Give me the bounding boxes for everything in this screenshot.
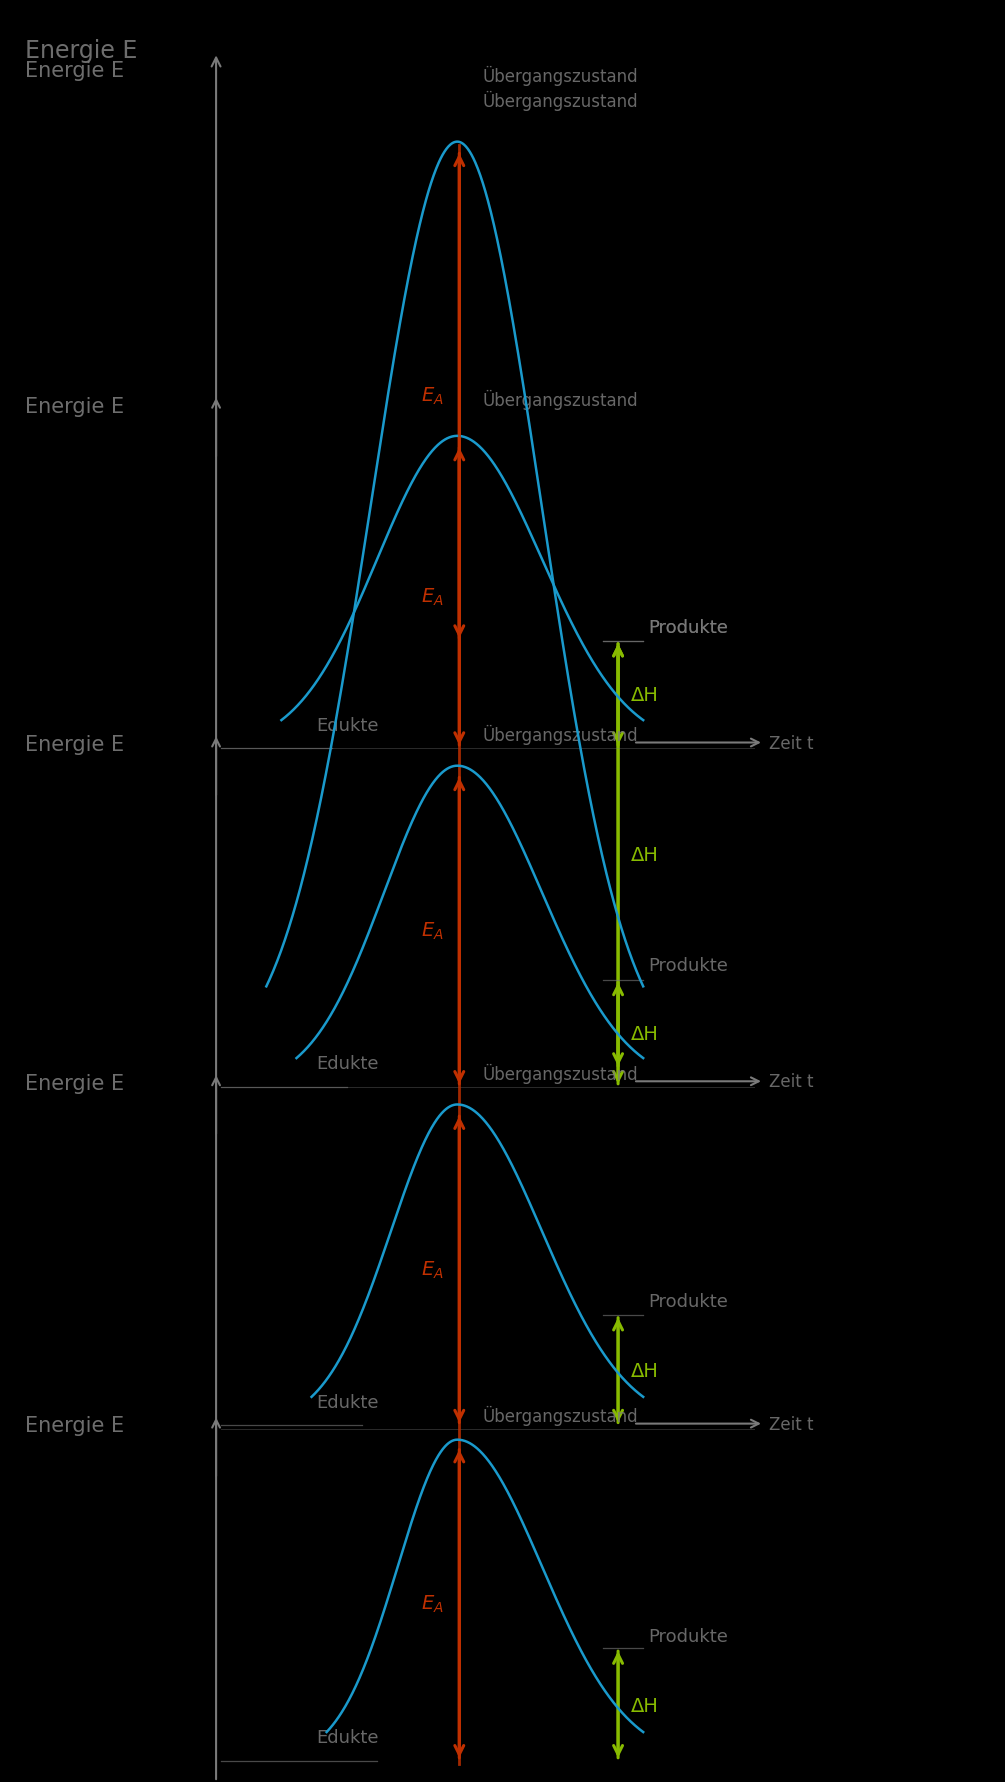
Text: ΔH: ΔH bbox=[631, 1696, 659, 1714]
Text: Übergangszustand: Übergangszustand bbox=[482, 1064, 638, 1083]
Text: Übergangszustand: Übergangszustand bbox=[482, 91, 638, 110]
Text: Zeit t: Zeit t bbox=[769, 1415, 813, 1433]
Text: Übergangszustand: Übergangszustand bbox=[482, 390, 638, 410]
Text: $E_A$: $E_A$ bbox=[421, 1260, 444, 1279]
Text: Edukte: Edukte bbox=[317, 1394, 379, 1411]
Text: Energie E: Energie E bbox=[25, 61, 125, 82]
Text: ΔH: ΔH bbox=[631, 846, 659, 864]
Text: Übergangszustand: Übergangszustand bbox=[482, 66, 638, 86]
Text: Produkte: Produkte bbox=[648, 618, 728, 636]
Text: ΔH: ΔH bbox=[631, 1361, 659, 1379]
Text: Zeit t: Zeit t bbox=[769, 734, 813, 752]
Text: $E_A$: $E_A$ bbox=[421, 586, 444, 608]
Text: $E_A$: $E_A$ bbox=[421, 921, 444, 941]
Text: Produkte: Produkte bbox=[648, 1627, 728, 1645]
Text: ΔH: ΔH bbox=[631, 686, 659, 704]
Text: Produkte: Produkte bbox=[648, 618, 728, 636]
Text: Edukte: Edukte bbox=[317, 1729, 379, 1746]
Text: Energie E: Energie E bbox=[25, 734, 125, 756]
Text: Übergangszustand: Übergangszustand bbox=[482, 725, 638, 745]
Text: Produkte: Produkte bbox=[648, 1292, 728, 1310]
Text: Edukte: Edukte bbox=[317, 716, 379, 734]
Text: $E_A$: $E_A$ bbox=[421, 1593, 444, 1614]
Text: Edukte: Edukte bbox=[317, 1055, 379, 1073]
Text: $E_A$: $E_A$ bbox=[421, 387, 444, 406]
Text: Zeit t: Zeit t bbox=[769, 1073, 813, 1091]
Text: Energie E: Energie E bbox=[25, 396, 125, 417]
Text: Energie E: Energie E bbox=[25, 39, 138, 62]
Text: Produkte: Produkte bbox=[648, 957, 728, 975]
Text: Übergangszustand: Übergangszustand bbox=[482, 1406, 638, 1426]
Text: ΔH: ΔH bbox=[631, 1025, 659, 1042]
Text: Energie E: Energie E bbox=[25, 1073, 125, 1094]
Text: Energie E: Energie E bbox=[25, 1415, 125, 1436]
